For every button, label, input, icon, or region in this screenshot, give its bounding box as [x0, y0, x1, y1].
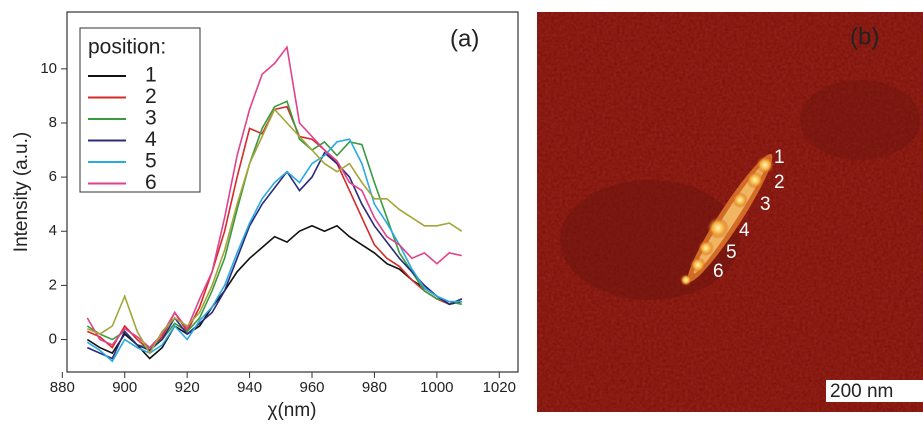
panel-label: (b) [850, 23, 879, 50]
legend-label: 6 [145, 171, 157, 194]
data-line [86, 107, 463, 355]
legend-label: 3 [145, 107, 157, 130]
legend-label: 1 [145, 64, 157, 87]
y-tick-label: 8 [49, 114, 57, 131]
scale-bar-label: 200 nm [830, 381, 893, 402]
panel-annotation: (a) [450, 25, 479, 52]
plot-frame [66, 11, 519, 373]
y-tick-label: 0 [49, 330, 57, 347]
legend-title: position: [88, 36, 166, 59]
point-label: 4 [739, 220, 750, 241]
y-axis-label: Intensity (a.u.) [11, 132, 32, 252]
point-label: 5 [726, 242, 737, 263]
x-axis-label: χ(nm) [267, 400, 316, 421]
data-line [86, 151, 463, 360]
point-label: 2 [774, 172, 785, 193]
data-line [86, 45, 462, 349]
x-tick-label: 920 [175, 379, 200, 396]
legend-label: 5 [145, 150, 157, 173]
x-tick-label: 940 [237, 379, 262, 396]
x-tick-label: 900 [112, 379, 137, 396]
y-tick-label: 4 [49, 222, 57, 239]
x-tick-label: 980 [362, 379, 387, 396]
point-label: 1 [774, 147, 785, 168]
point-label: 6 [713, 261, 724, 282]
x-tick-label: 960 [299, 379, 324, 396]
y-tick-label: 10 [40, 60, 57, 77]
scale-bar [826, 380, 923, 402]
legend-box [79, 27, 201, 193]
x-tick-label: 1020 [483, 379, 516, 396]
x-tick-label: 1000 [420, 379, 453, 396]
y-tick-label: 6 [49, 168, 57, 185]
data-line [86, 224, 462, 360]
afm-image [537, 12, 923, 412]
legend-label: 4 [145, 128, 157, 151]
x-tick-label: 880 [50, 379, 75, 396]
point-label: 3 [760, 194, 771, 215]
y-tick-label: 2 [49, 276, 57, 293]
legend-label: 2 [145, 85, 157, 108]
